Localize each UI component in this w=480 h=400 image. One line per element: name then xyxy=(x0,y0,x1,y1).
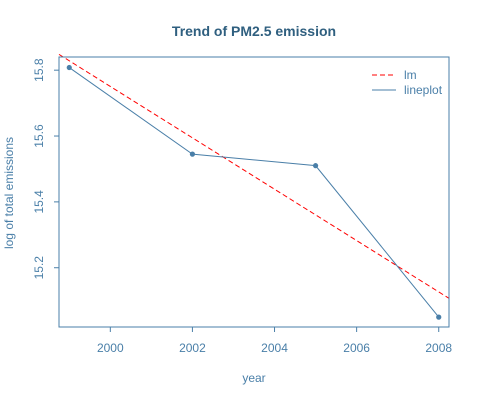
legend-label-lineplot: lineplot xyxy=(404,83,443,97)
y-tick-label: 15.6 xyxy=(32,124,46,148)
x-tick-label: 2006 xyxy=(343,341,370,355)
data-point xyxy=(189,151,196,157)
chart-title: Trend of PM2.5 emission xyxy=(172,23,336,39)
x-tick-label: 2004 xyxy=(261,341,288,355)
x-tick-label: 2000 xyxy=(97,341,124,355)
data-point xyxy=(312,163,319,169)
x-axis-label: year xyxy=(242,371,265,385)
series-line-lm xyxy=(58,53,450,299)
data-point xyxy=(436,314,442,320)
data-point xyxy=(66,64,72,71)
y-tick-label: 15.8 xyxy=(32,58,46,82)
y-axis-label: log of total emissions xyxy=(2,137,16,249)
legend-label-lm: lm xyxy=(404,68,417,82)
x-tick-label: 2008 xyxy=(425,341,452,355)
plot-frame xyxy=(58,56,450,328)
y-axis: 15.2 15.4 15.6 15.8 xyxy=(32,58,59,279)
x-axis: 2000 2002 2004 2006 2008 xyxy=(97,327,452,355)
plot-area xyxy=(58,53,450,320)
x-tick-label: 2002 xyxy=(179,341,206,355)
y-tick-label: 15.2 xyxy=(32,256,46,280)
y-tick-label: 15.4 xyxy=(32,190,46,214)
series-line-lineplot xyxy=(68,67,440,318)
